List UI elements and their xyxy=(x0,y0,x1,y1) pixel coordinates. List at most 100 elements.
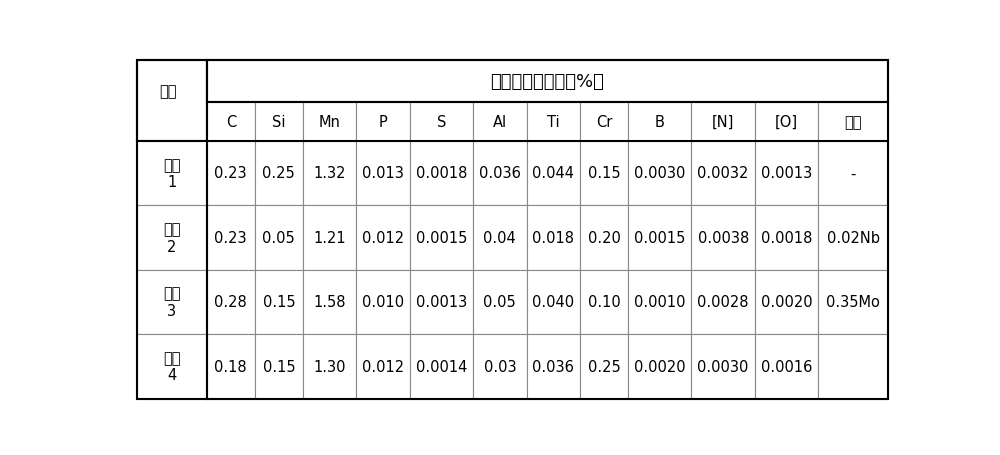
Bar xyxy=(527,206,580,270)
Text: 0.10: 0.10 xyxy=(588,295,620,310)
Text: 1.30: 1.30 xyxy=(313,359,346,374)
Bar xyxy=(207,334,255,399)
Text: [O]: [O] xyxy=(775,115,798,130)
Bar xyxy=(410,334,473,399)
Text: 0.0018: 0.0018 xyxy=(416,166,467,181)
Bar xyxy=(628,206,691,270)
Bar xyxy=(137,61,207,142)
Text: 0.0038: 0.0038 xyxy=(698,230,749,245)
Text: 0.23: 0.23 xyxy=(214,230,247,245)
Text: 0.0032: 0.0032 xyxy=(697,166,749,181)
Text: 0.010: 0.010 xyxy=(362,295,404,310)
Text: 0.0028: 0.0028 xyxy=(697,295,749,310)
Bar xyxy=(473,206,527,270)
Bar xyxy=(137,270,207,334)
Bar xyxy=(303,142,356,206)
Bar xyxy=(137,142,207,206)
Bar xyxy=(580,206,628,270)
Bar xyxy=(580,334,628,399)
Text: 0.05: 0.05 xyxy=(262,230,295,245)
Text: 0.0013: 0.0013 xyxy=(761,166,812,181)
Text: 0.25: 0.25 xyxy=(262,166,295,181)
Text: 0.0018: 0.0018 xyxy=(761,230,812,245)
Bar xyxy=(580,270,628,334)
Bar xyxy=(580,142,628,206)
Bar xyxy=(818,142,888,206)
Bar xyxy=(580,103,628,142)
Bar xyxy=(410,103,473,142)
Bar xyxy=(473,142,527,206)
Bar xyxy=(628,142,691,206)
Text: 0.0030: 0.0030 xyxy=(634,166,685,181)
Text: 0.03: 0.03 xyxy=(484,359,516,374)
Text: 0.18: 0.18 xyxy=(214,359,247,374)
Bar xyxy=(356,206,410,270)
Bar xyxy=(207,103,255,142)
Bar xyxy=(356,142,410,206)
Bar xyxy=(255,103,303,142)
Text: 0.15: 0.15 xyxy=(263,359,295,374)
Bar xyxy=(137,206,207,270)
Text: 0.012: 0.012 xyxy=(362,359,404,374)
Text: 0.05: 0.05 xyxy=(483,295,516,310)
Bar xyxy=(755,103,818,142)
Text: 0.02Nb: 0.02Nb xyxy=(827,230,880,245)
Bar xyxy=(628,103,691,142)
Text: 0.15: 0.15 xyxy=(588,166,620,181)
Text: 实施
1: 实施 1 xyxy=(163,157,180,190)
Text: 0.0020: 0.0020 xyxy=(634,359,686,374)
Text: 0.28: 0.28 xyxy=(214,295,247,310)
Bar xyxy=(755,142,818,206)
Bar xyxy=(755,270,818,334)
Bar xyxy=(410,206,473,270)
Bar xyxy=(755,206,818,270)
Bar xyxy=(303,334,356,399)
Bar xyxy=(818,334,888,399)
Text: P: P xyxy=(379,115,387,130)
Text: 0.0010: 0.0010 xyxy=(634,295,685,310)
Text: 0.0015: 0.0015 xyxy=(634,230,685,245)
Bar xyxy=(818,103,888,142)
Bar xyxy=(356,334,410,399)
Text: 0.35Mo: 0.35Mo xyxy=(826,295,880,310)
Text: 1.32: 1.32 xyxy=(313,166,346,181)
Text: S: S xyxy=(437,115,446,130)
Bar xyxy=(255,206,303,270)
Text: 0.0030: 0.0030 xyxy=(697,359,749,374)
Bar xyxy=(303,270,356,334)
Text: 实施
3: 实施 3 xyxy=(163,286,180,318)
Bar xyxy=(356,103,410,142)
Text: 0.018: 0.018 xyxy=(532,230,574,245)
Bar xyxy=(410,142,473,206)
Text: 0.23: 0.23 xyxy=(214,166,247,181)
Bar xyxy=(356,270,410,334)
Bar xyxy=(818,206,888,270)
Bar xyxy=(207,270,255,334)
Bar xyxy=(691,206,755,270)
Bar xyxy=(691,334,755,399)
Text: Mn: Mn xyxy=(319,115,341,130)
Bar xyxy=(207,142,255,206)
Bar xyxy=(691,270,755,334)
Bar xyxy=(527,103,580,142)
Text: 0.0016: 0.0016 xyxy=(761,359,812,374)
Text: B: B xyxy=(655,115,665,130)
Bar xyxy=(818,270,888,334)
Bar xyxy=(255,334,303,399)
Bar xyxy=(473,270,527,334)
Text: 1.58: 1.58 xyxy=(313,295,346,310)
Text: C: C xyxy=(226,115,236,130)
Bar xyxy=(628,270,691,334)
Text: 0.0013: 0.0013 xyxy=(416,295,467,310)
Text: Si: Si xyxy=(272,115,286,130)
Text: 0.04: 0.04 xyxy=(483,230,516,245)
Text: 0.013: 0.013 xyxy=(362,166,404,181)
Bar xyxy=(303,206,356,270)
Text: 0.25: 0.25 xyxy=(588,359,620,374)
Bar xyxy=(527,142,580,206)
Text: 实施
4: 实施 4 xyxy=(163,350,180,383)
Text: Al: Al xyxy=(493,115,507,130)
Text: 0.0014: 0.0014 xyxy=(416,359,467,374)
Text: 钢板: 钢板 xyxy=(159,84,177,99)
Text: 0.012: 0.012 xyxy=(362,230,404,245)
